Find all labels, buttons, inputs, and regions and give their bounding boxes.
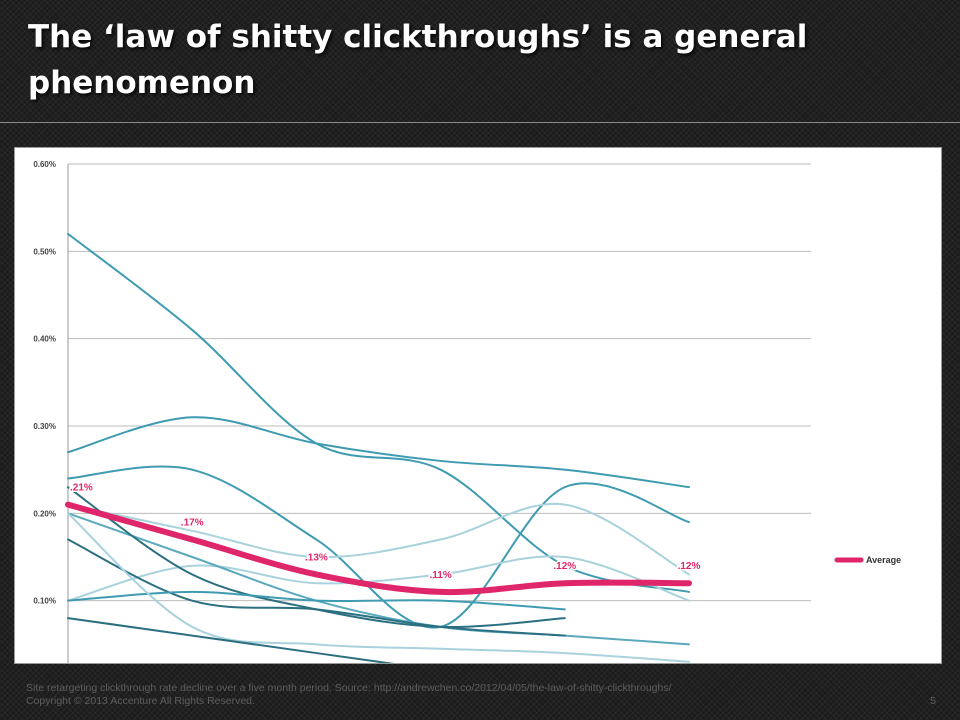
y-tick-label: 0.30% bbox=[33, 422, 56, 431]
legend-label: Average bbox=[866, 555, 901, 565]
line-chart: 0.60% 0.50% 0.40% 0.30% 0.20% 0.10% .21% .17% .1… bbox=[14, 147, 942, 664]
series-line-10 bbox=[67, 512, 690, 663]
data-label: .21% bbox=[70, 483, 93, 494]
series-line-3 bbox=[67, 465, 690, 629]
footer-copyright: Copyright © 2013 Accenture All Rights Re… bbox=[26, 695, 255, 707]
y-tick-label: 0.60% bbox=[33, 160, 56, 169]
average-series-line bbox=[65, 501, 692, 596]
series-line-6 bbox=[67, 512, 690, 646]
series-line-11 bbox=[67, 617, 395, 663]
footer-source: Site retargeting clickthrough rate decli… bbox=[26, 682, 672, 694]
series-line-1 bbox=[67, 232, 690, 593]
data-label: .12% bbox=[678, 561, 701, 572]
series-line-8 bbox=[67, 538, 566, 637]
data-label: .11% bbox=[429, 570, 451, 581]
data-label: .13% bbox=[305, 552, 328, 563]
series-line-2 bbox=[67, 416, 690, 489]
title-divider bbox=[0, 122, 960, 123]
data-label: .17% bbox=[181, 518, 204, 529]
y-tick-label: 0.20% bbox=[33, 509, 56, 518]
series-line-9 bbox=[67, 590, 566, 611]
data-label: .12% bbox=[553, 561, 576, 572]
slide-title: The ‘law of shitty clickthroughs’ is a g… bbox=[28, 19, 808, 101]
page-number: 5 bbox=[930, 695, 936, 707]
chart-canvas: 0.60% 0.50% 0.40% 0.30% 0.20% 0.10% .21% .17% .1… bbox=[33, 160, 901, 663]
y-tick-label: 0.50% bbox=[33, 247, 56, 256]
y-tick-label: 0.10% bbox=[33, 597, 56, 606]
y-tick-label: 0.40% bbox=[33, 335, 56, 344]
series-line-4 bbox=[67, 502, 690, 576]
